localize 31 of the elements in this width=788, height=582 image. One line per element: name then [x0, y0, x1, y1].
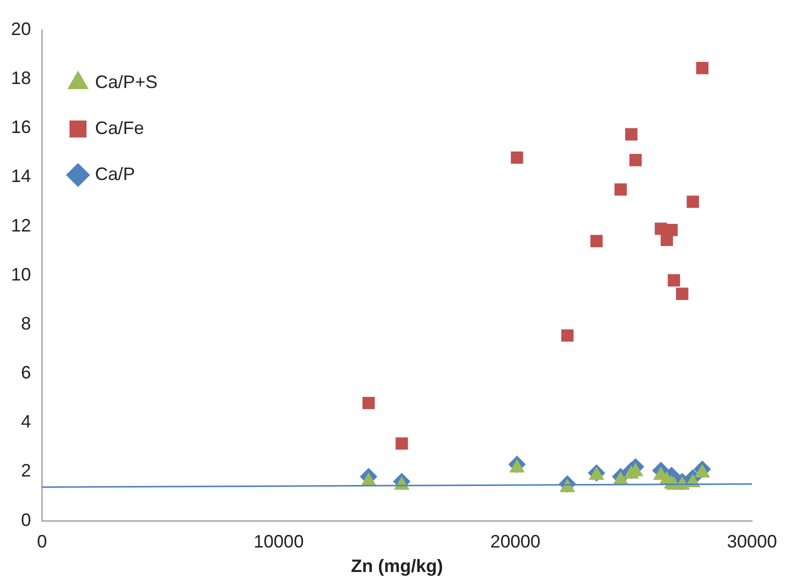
y-tick-label: 6	[21, 362, 32, 383]
y-tick-label: 0	[21, 510, 32, 530]
point	[686, 196, 699, 208]
point	[614, 183, 627, 196]
legend-label: Ca/P+S	[95, 72, 158, 92]
y-tick-label: 10	[10, 264, 32, 284]
point	[625, 128, 638, 140]
point	[396, 437, 408, 450]
x-tick-label: 20000	[490, 532, 540, 552]
y-tick-label: 4	[21, 412, 32, 432]
y-tick-label: 16	[10, 117, 32, 138]
point	[362, 396, 375, 410]
point	[668, 274, 680, 286]
x-tick-label: 10000	[254, 532, 304, 552]
y-tick-label: 20	[10, 18, 32, 39]
x-tick-label: 0	[37, 532, 48, 552]
point	[696, 62, 708, 74]
point	[590, 234, 603, 248]
point	[510, 151, 524, 164]
y-tick-label: 14	[10, 166, 32, 186]
y-tick-label: 18	[10, 68, 32, 88]
legend-label: Ca/P	[95, 164, 136, 184]
point	[629, 154, 642, 166]
point	[561, 329, 574, 342]
legend-label: Ca/Fe	[95, 118, 144, 138]
point	[676, 288, 688, 300]
x-tick-label: 30000	[726, 532, 778, 552]
y-tick-label: 12	[10, 215, 32, 236]
y-tick-label: 2	[21, 460, 32, 481]
y-tick-label: 8	[21, 313, 32, 334]
x-axis-title: Zn (mg/kg)	[351, 556, 444, 576]
